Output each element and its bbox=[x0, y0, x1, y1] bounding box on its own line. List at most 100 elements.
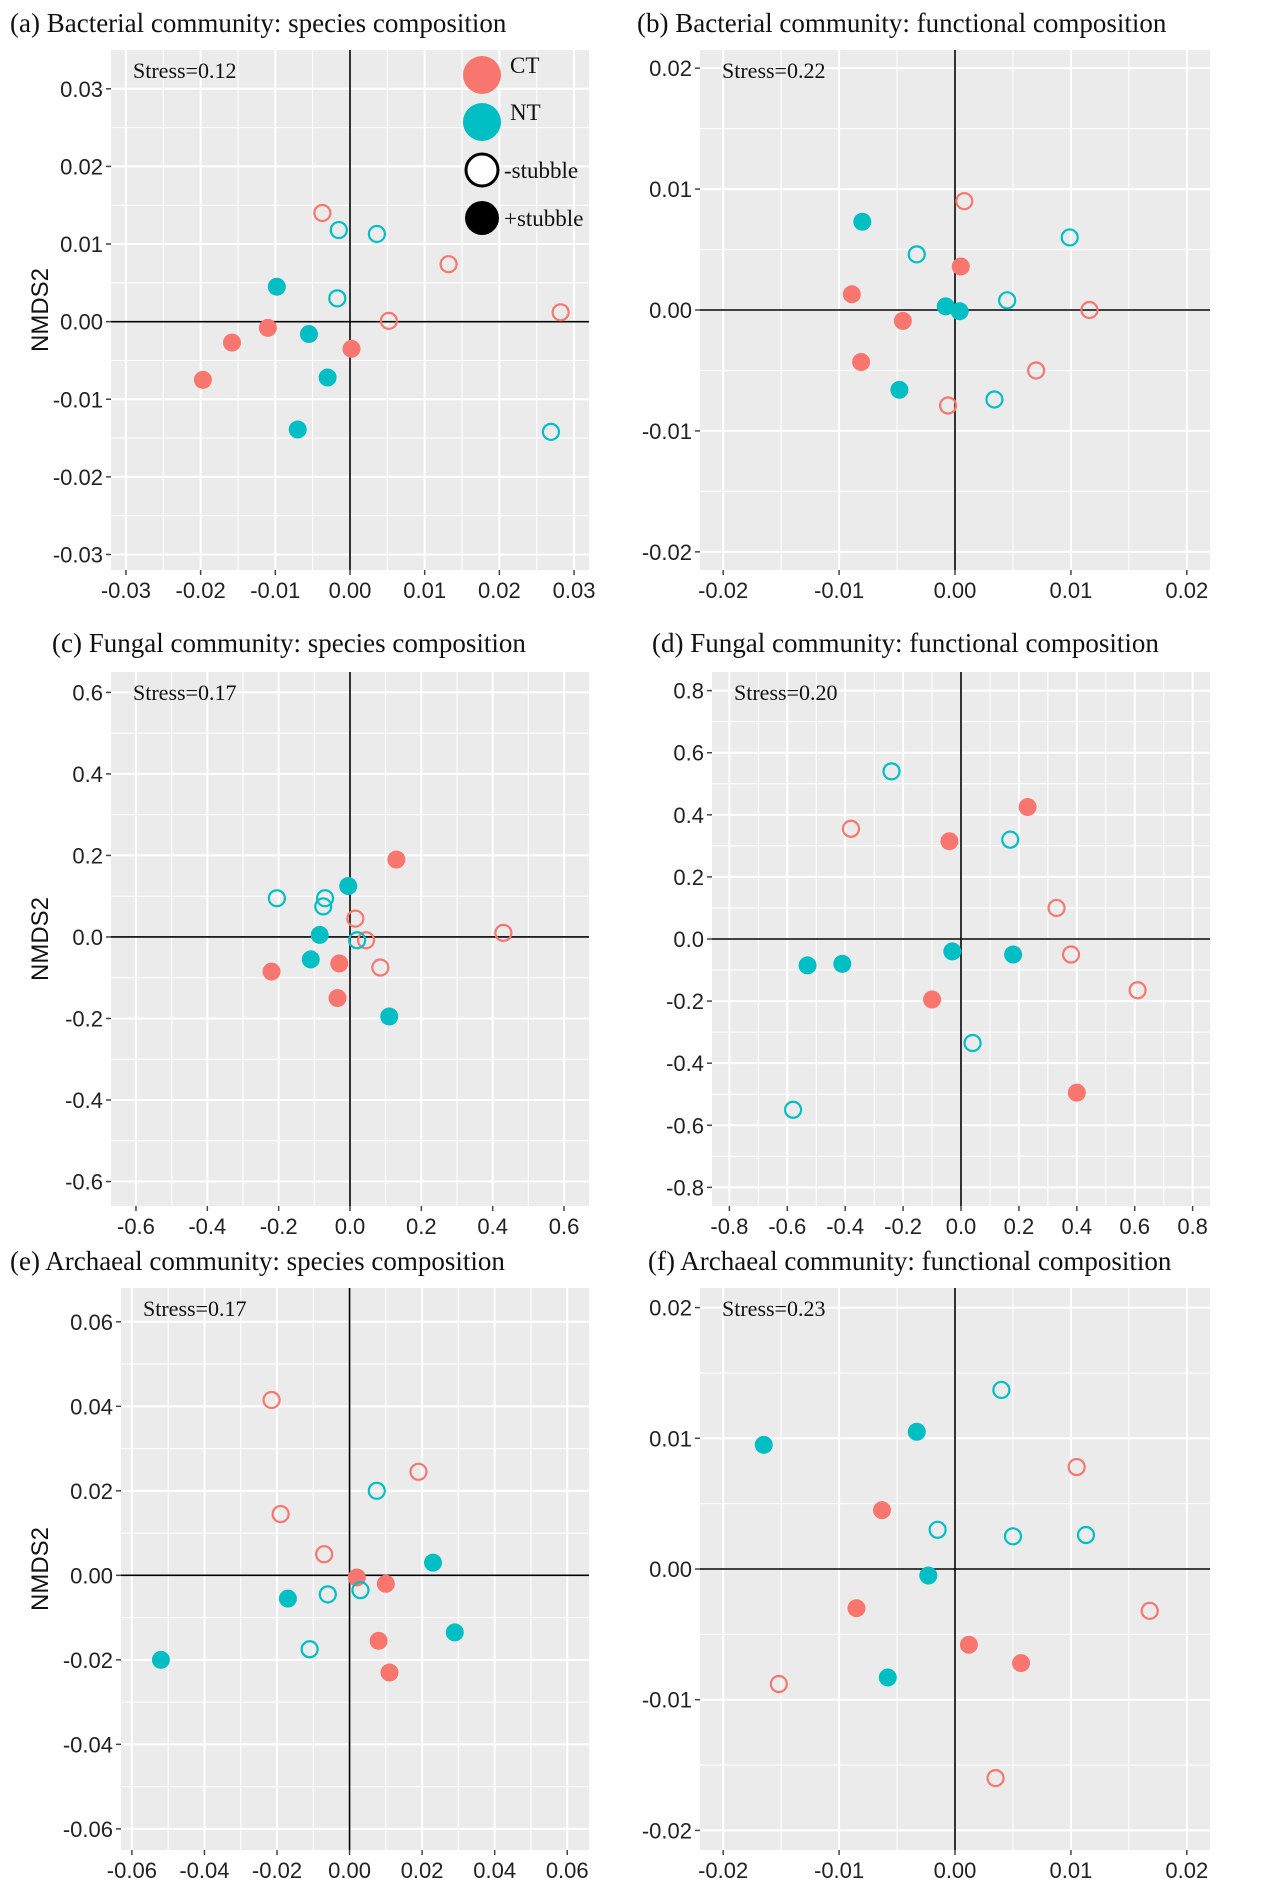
panel-title: (a) Bacterial community: species composi… bbox=[10, 8, 507, 38]
y-tick-label: 0.6 bbox=[673, 741, 704, 766]
data-point-ct-with-stubble bbox=[342, 339, 361, 358]
y-tick-label: 0.02 bbox=[70, 1479, 113, 1504]
x-tick-label: 0.4 bbox=[1062, 1214, 1093, 1239]
x-tick-label: -0.02 bbox=[176, 578, 226, 603]
data-point-ct-no-stubble bbox=[841, 819, 861, 838]
x-tick-label: -0.01 bbox=[250, 578, 300, 603]
data-point-ct-no-stubble bbox=[346, 909, 365, 928]
data-point-ct-no-stubble bbox=[371, 958, 390, 977]
data-point-nt-with-stubble bbox=[339, 877, 358, 896]
data-point-ct-with-stubble bbox=[1018, 798, 1037, 817]
data-point-ct-no-stubble bbox=[271, 1504, 290, 1524]
x-axis-label: NMDS1 bbox=[913, 1885, 997, 1887]
x-tick-label: -0.8 bbox=[710, 1214, 748, 1239]
data-point-ct-no-stubble bbox=[356, 931, 376, 950]
data-point-nt-no-stubble bbox=[882, 762, 901, 781]
x-tick-label: 0.00 bbox=[934, 1858, 977, 1883]
y-tick-label: -0.01 bbox=[642, 419, 692, 444]
y-tick-label: 0.4 bbox=[673, 803, 704, 828]
x-tick-label: 0.6 bbox=[1119, 1214, 1150, 1239]
x-tick-label: 0.02 bbox=[1165, 578, 1208, 603]
panel-title: (c) Fungal community: species compositio… bbox=[52, 628, 526, 658]
y-tick-label: -0.02 bbox=[63, 1648, 113, 1673]
data-point-ct-with-stubble bbox=[387, 850, 406, 869]
data-point-nt-with-stubble bbox=[380, 1007, 399, 1026]
y-tick-label: 0.06 bbox=[70, 1310, 113, 1335]
y-tick-label: 0.01 bbox=[649, 177, 692, 202]
legend-label: CT bbox=[510, 53, 539, 78]
data-point-ct-with-stubble bbox=[193, 370, 212, 389]
data-point-nt-with-stubble bbox=[267, 277, 286, 296]
data-point-nt-with-stubble bbox=[301, 950, 320, 969]
y-tick-label: 0.02 bbox=[649, 1296, 692, 1321]
data-point-ct-no-stubble bbox=[439, 255, 458, 274]
y-tick-label: 0.04 bbox=[70, 1394, 113, 1419]
data-point-nt-with-stubble bbox=[950, 302, 969, 321]
data-point-nt-with-stubble bbox=[288, 420, 307, 439]
data-point-nt-no-stubble bbox=[351, 1581, 370, 1600]
panel-c: (c) Fungal community: species compositio… bbox=[27, 628, 589, 1239]
y-tick-label: -0.6 bbox=[65, 1170, 103, 1195]
panel-title: (f) Archaeal community: functional compo… bbox=[648, 1246, 1172, 1276]
data-point-ct-no-stubble bbox=[1061, 945, 1081, 964]
stress-annotation: Stress=0.23 bbox=[722, 1296, 825, 1321]
data-point-ct-no-stubble bbox=[1047, 898, 1066, 918]
data-point-ct-with-stubble bbox=[328, 989, 347, 1008]
x-tick-label: 0.00 bbox=[934, 578, 977, 603]
data-point-nt-no-stubble bbox=[267, 889, 286, 908]
data-point-nt-no-stubble bbox=[367, 1481, 386, 1500]
y-tick-label: 0.00 bbox=[60, 310, 103, 335]
y-tick-label: -0.01 bbox=[642, 1688, 692, 1713]
y-tick-label: 0.2 bbox=[673, 865, 704, 890]
data-point-nt-no-stubble bbox=[907, 245, 926, 264]
x-tick-label: -0.03 bbox=[101, 578, 151, 603]
y-tick-label: 0.0 bbox=[72, 925, 103, 950]
data-point-nt-with-stubble bbox=[151, 1650, 170, 1669]
x-tick-label: -0.06 bbox=[107, 1858, 157, 1883]
data-point-nt-no-stubble bbox=[783, 1100, 803, 1119]
data-point-ct-with-stubble bbox=[940, 832, 959, 851]
data-point-ct-with-stubble bbox=[1067, 1083, 1086, 1102]
x-axis-label: NMDS1 bbox=[313, 1885, 397, 1887]
x-tick-label: 0.8 bbox=[1177, 1214, 1208, 1239]
panel-f: (f) Archaeal community: functional compo… bbox=[642, 1246, 1210, 1887]
data-point-nt-no-stubble bbox=[985, 390, 1004, 409]
data-point-ct-no-stubble bbox=[313, 203, 332, 223]
data-point-ct-no-stubble bbox=[315, 1545, 334, 1564]
data-point-ct-no-stubble bbox=[1067, 1457, 1086, 1477]
data-point-ct-with-stubble bbox=[872, 1501, 891, 1520]
data-point-nt-no-stubble bbox=[318, 1585, 337, 1604]
x-tick-label: 0.04 bbox=[473, 1858, 516, 1883]
y-tick-label: 0.03 bbox=[60, 77, 103, 102]
data-point-nt-with-stubble bbox=[1004, 945, 1023, 964]
x-tick-label: 0.2 bbox=[406, 1214, 437, 1239]
y-axis-label: NMDS2 bbox=[27, 897, 54, 981]
data-point-ct-with-stubble bbox=[258, 318, 277, 337]
data-point-nt-no-stubble bbox=[300, 1640, 319, 1659]
x-tick-label: -0.01 bbox=[814, 578, 864, 603]
x-tick-label: 0.0 bbox=[946, 1214, 977, 1239]
data-point-nt-with-stubble bbox=[919, 1566, 938, 1585]
data-point-ct-no-stubble bbox=[1140, 1601, 1159, 1620]
stress-annotation: Stress=0.20 bbox=[734, 680, 837, 705]
x-tick-label: 0.00 bbox=[329, 578, 372, 603]
data-point-nt-no-stubble bbox=[348, 931, 367, 950]
x-tick-label: 0.02 bbox=[1165, 1858, 1208, 1883]
data-point-ct-no-stubble bbox=[938, 396, 958, 415]
data-point-ct-no-stubble bbox=[769, 1674, 788, 1694]
y-tick-label: -0.2 bbox=[65, 1006, 103, 1031]
data-point-ct-no-stubble bbox=[1128, 981, 1147, 1000]
x-tick-label: -0.04 bbox=[179, 1858, 229, 1883]
x-tick-label: 0.00 bbox=[328, 1858, 371, 1883]
x-tick-label: -0.6 bbox=[768, 1214, 806, 1239]
data-point-nt-with-stubble bbox=[936, 297, 955, 316]
panel-title: (b) Bacterial community: functional comp… bbox=[637, 8, 1167, 38]
legend-swatch-with-stubble bbox=[465, 201, 499, 235]
x-tick-label: 0.6 bbox=[549, 1214, 580, 1239]
legend-label: -stubble bbox=[504, 158, 578, 183]
data-point-nt-with-stubble bbox=[878, 1668, 897, 1687]
x-tick-label: 0.02 bbox=[401, 1858, 444, 1883]
y-tick-label: -0.02 bbox=[642, 540, 692, 565]
x-tick-label: 0.0 bbox=[335, 1214, 366, 1239]
stress-annotation: Stress=0.17 bbox=[143, 1296, 246, 1321]
